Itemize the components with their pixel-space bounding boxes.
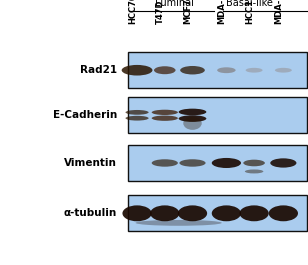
Ellipse shape xyxy=(152,110,178,115)
Ellipse shape xyxy=(152,159,178,167)
Ellipse shape xyxy=(179,159,206,167)
FancyBboxPatch shape xyxy=(128,145,307,181)
Ellipse shape xyxy=(178,205,207,221)
Ellipse shape xyxy=(212,205,241,221)
Text: T47D: T47D xyxy=(156,0,165,24)
Ellipse shape xyxy=(126,110,149,115)
Text: Basal-like: Basal-like xyxy=(226,0,273,8)
FancyBboxPatch shape xyxy=(128,98,307,133)
Ellipse shape xyxy=(123,205,152,221)
Ellipse shape xyxy=(270,158,296,168)
Ellipse shape xyxy=(246,68,262,73)
Ellipse shape xyxy=(183,117,202,130)
Ellipse shape xyxy=(122,65,152,76)
Ellipse shape xyxy=(275,68,292,73)
Text: MCF7: MCF7 xyxy=(184,0,192,24)
Ellipse shape xyxy=(150,205,179,221)
Ellipse shape xyxy=(245,170,263,173)
Text: Luminal: Luminal xyxy=(155,0,193,8)
Ellipse shape xyxy=(179,115,206,122)
Ellipse shape xyxy=(269,205,298,221)
Ellipse shape xyxy=(212,158,241,168)
Text: E-Cadherin: E-Cadherin xyxy=(53,110,117,120)
Ellipse shape xyxy=(154,66,176,74)
Ellipse shape xyxy=(179,109,206,115)
Ellipse shape xyxy=(152,116,178,121)
Ellipse shape xyxy=(243,160,265,166)
FancyBboxPatch shape xyxy=(128,52,307,88)
Ellipse shape xyxy=(240,205,269,221)
Ellipse shape xyxy=(217,67,236,73)
Text: Rad21: Rad21 xyxy=(80,65,117,75)
Ellipse shape xyxy=(136,220,222,226)
Text: MDA-MB-157: MDA-MB-157 xyxy=(274,0,283,24)
Ellipse shape xyxy=(180,66,205,74)
Text: α-tubulin: α-tubulin xyxy=(64,208,117,218)
Text: HCC70: HCC70 xyxy=(128,0,137,24)
Text: MDA-MB-231: MDA-MB-231 xyxy=(217,0,226,24)
Ellipse shape xyxy=(126,116,149,121)
FancyBboxPatch shape xyxy=(128,196,307,231)
Text: HCC1143: HCC1143 xyxy=(245,0,254,24)
Text: Vimentin: Vimentin xyxy=(64,158,117,168)
